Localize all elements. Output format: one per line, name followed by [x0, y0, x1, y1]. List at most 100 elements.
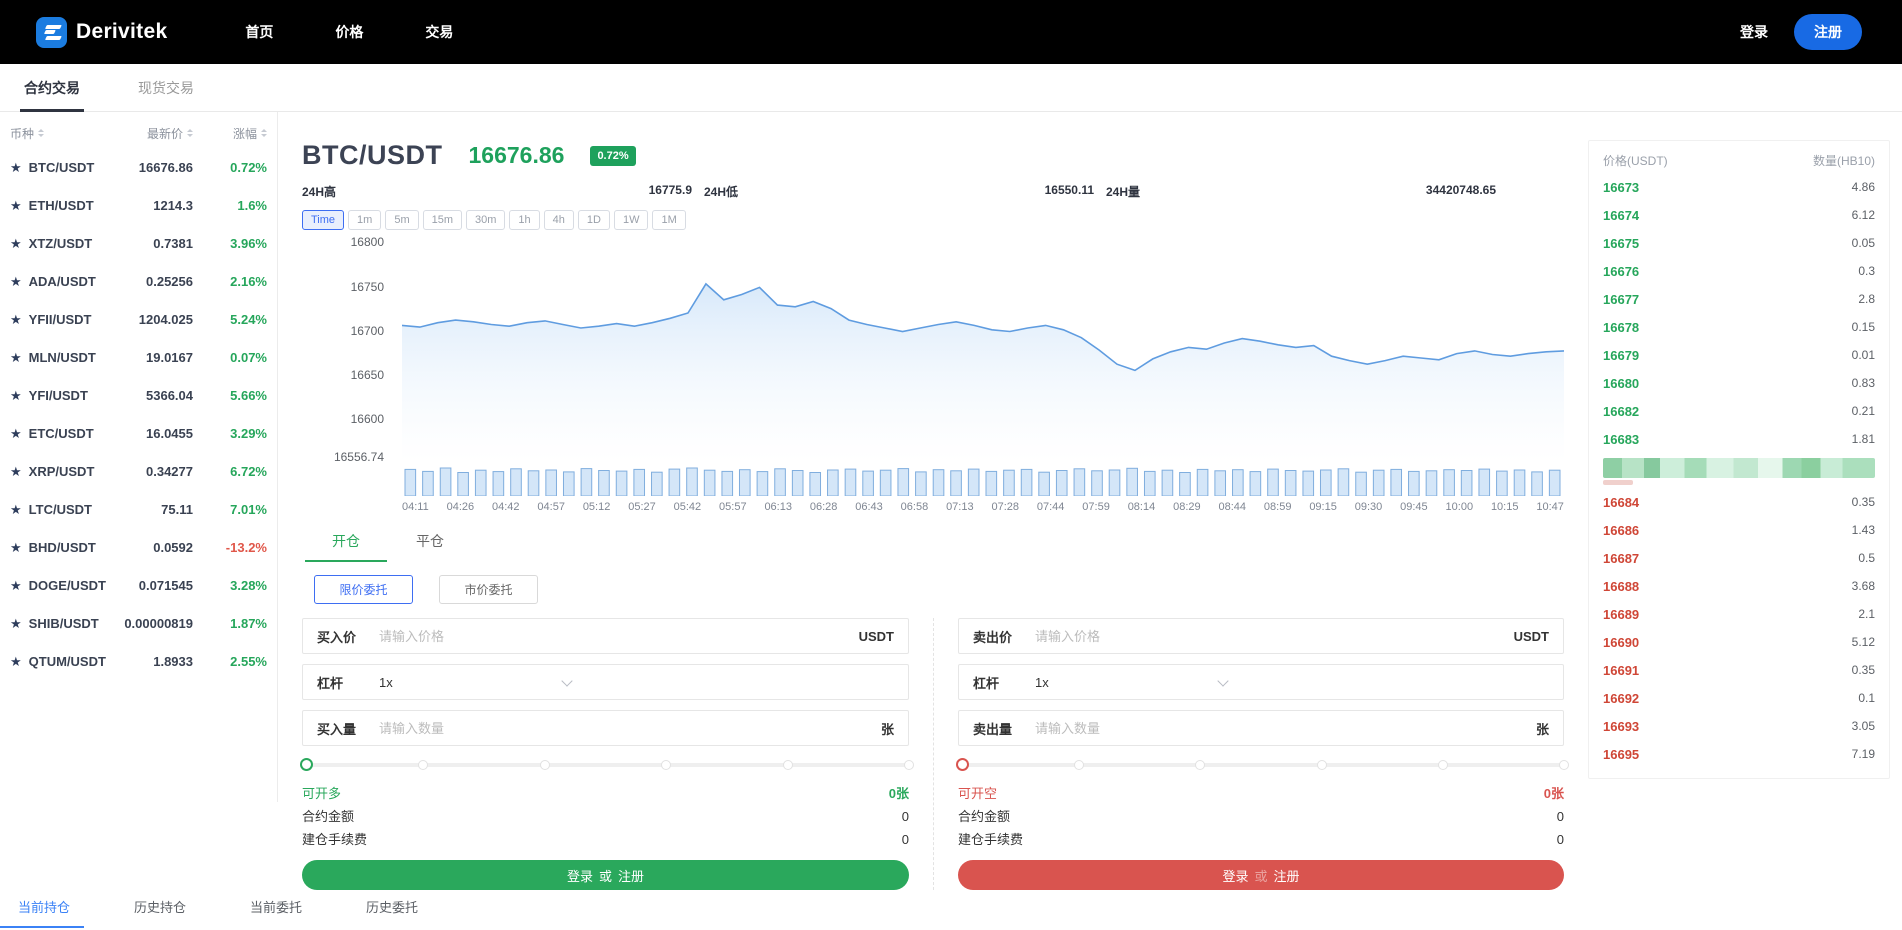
order-book-row[interactable]: 16687 0.5 [1603, 544, 1875, 572]
coin-list-item[interactable]: ★ ETC/USDT 16.0455 3.29% [0, 414, 277, 452]
buy-price-input[interactable] [303, 628, 727, 644]
coin-list-item[interactable]: ★ YFI/USDT 5366.04 5.66% [0, 376, 277, 414]
tab-open-position[interactable]: 开仓 [305, 531, 387, 562]
interval-button-1m[interactable]: 1M [652, 210, 686, 230]
price-column-header[interactable]: 最新价 [112, 125, 193, 142]
interval-button-30m[interactable]: 30m [466, 210, 506, 230]
favorite-star-icon[interactable]: ★ [10, 615, 22, 631]
favorite-star-icon[interactable]: ★ [10, 197, 22, 213]
sort-icon[interactable] [38, 126, 45, 140]
brand-logo[interactable]: Derivitek [36, 16, 167, 48]
sort-icon[interactable] [187, 126, 193, 140]
favorite-star-icon[interactable]: ★ [10, 235, 22, 251]
sell-amount-slider[interactable] [956, 758, 1569, 772]
order-book-row[interactable]: 16682 0.21 [1603, 397, 1875, 425]
positions-tab[interactable]: 历史持仓 [134, 899, 187, 915]
order-book-row[interactable]: 16693 3.05 [1603, 712, 1875, 740]
order-book-row[interactable]: 16689 2.1 [1603, 600, 1875, 628]
market-order-button[interactable]: 市价委托 [439, 575, 538, 604]
order-book-row[interactable]: 16676 0.3 [1603, 257, 1875, 285]
price-plot[interactable] [402, 238, 1564, 463]
interval-button-time[interactable]: Time [302, 210, 345, 230]
interval-button-1d[interactable]: 1D [577, 210, 610, 230]
favorite-star-icon[interactable]: ★ [10, 349, 22, 365]
coin-list-item[interactable]: ★ SHIB/USDT 0.00000819 1.87% [0, 604, 277, 642]
slider-dot[interactable] [1074, 760, 1085, 770]
order-book-row[interactable]: 16679 0.01 [1603, 341, 1875, 369]
order-book-row[interactable]: 16683 1.81 [1603, 425, 1875, 453]
nav-item[interactable]: 交易 [425, 24, 454, 40]
slider-dot[interactable] [782, 760, 793, 770]
favorite-star-icon[interactable]: ★ [10, 577, 22, 593]
buy-leverage-field[interactable]: 杠杆 1x [302, 664, 909, 700]
slider-dot[interactable] [661, 760, 672, 770]
interval-button-4h[interactable]: 4h [543, 210, 574, 230]
favorite-star-icon[interactable]: ★ [10, 311, 22, 327]
buy-login-register-button[interactable]: 登录 或 注册 [302, 860, 909, 890]
pair-column-header[interactable]: 币种 [10, 125, 112, 142]
interval-button-1h[interactable]: 1h [509, 210, 540, 230]
order-book-row[interactable]: 16680 0.83 [1603, 369, 1875, 397]
slider-handle[interactable] [956, 758, 969, 771]
favorite-star-icon[interactable]: ★ [10, 653, 22, 669]
coin-list-item[interactable]: ★ BTC/USDT 16676.86 0.72% [0, 148, 277, 186]
positions-tab[interactable]: 历史委托 [366, 899, 419, 915]
slider-dot[interactable] [539, 760, 550, 770]
tab-spot-trading[interactable]: 现货交易 [138, 79, 194, 96]
favorite-star-icon[interactable]: ★ [10, 273, 22, 289]
favorite-star-icon[interactable]: ★ [10, 539, 22, 555]
nav-item[interactable]: 首页 [245, 24, 274, 40]
interval-button-1m[interactable]: 1m [348, 210, 382, 230]
positions-tab[interactable]: 当前持仓 [0, 897, 85, 928]
order-book-row[interactable]: 16692 0.1 [1603, 684, 1875, 712]
positions-tab[interactable]: 当前委托 [250, 899, 303, 915]
order-book-row[interactable]: 16674 6.12 [1603, 201, 1875, 229]
slider-track[interactable] [958, 763, 1564, 767]
interval-button-1w[interactable]: 1W [613, 210, 649, 230]
slider-dot[interactable] [418, 760, 429, 770]
sell-amount-input[interactable] [959, 720, 1382, 736]
coin-list-item[interactable]: ★ MLN/USDT 19.0167 0.07% [0, 338, 277, 376]
slider-dot[interactable] [1195, 760, 1206, 770]
buy-amount-input[interactable] [303, 720, 727, 736]
sell-login-register-button[interactable]: 登录 或 注册 [958, 860, 1564, 890]
order-book-row[interactable]: 16684 0.35 [1603, 488, 1875, 516]
tab-contract-trading[interactable]: 合约交易 [18, 64, 86, 112]
order-book-row[interactable]: 16690 5.12 [1603, 628, 1875, 656]
favorite-star-icon[interactable]: ★ [10, 387, 22, 403]
tab-close-position[interactable]: 平仓 [416, 533, 444, 549]
login-link[interactable]: 登录 [1740, 24, 1768, 40]
coin-list-item[interactable]: ★ ETH/USDT 1214.3 1.6% [0, 186, 277, 224]
slider-track[interactable] [302, 763, 909, 767]
sort-icon[interactable] [261, 126, 267, 140]
slider-dot[interactable] [1437, 760, 1448, 770]
coin-list-item[interactable]: ★ YFII/USDT 1204.025 5.24% [0, 300, 277, 338]
nav-item[interactable]: 价格 [335, 24, 364, 40]
coin-list-item[interactable]: ★ DOGE/USDT 0.071545 3.28% [0, 566, 277, 604]
order-book-row[interactable]: 16688 3.68 [1603, 572, 1875, 600]
coin-list-item[interactable]: ★ QTUM/USDT 1.8933 2.55% [0, 642, 277, 680]
sell-price-input[interactable] [959, 628, 1382, 644]
coin-list-item[interactable]: ★ XRP/USDT 0.34277 6.72% [0, 452, 277, 490]
coin-list-item[interactable]: ★ XTZ/USDT 0.7381 3.96% [0, 224, 277, 262]
slider-dot[interactable] [1559, 760, 1569, 770]
interval-button-15m[interactable]: 15m [422, 210, 463, 230]
order-book-row[interactable]: 16678 0.15 [1603, 313, 1875, 341]
interval-button-5m[interactable]: 5m [385, 210, 419, 230]
slider-dot[interactable] [904, 760, 914, 770]
change-column-header[interactable]: 涨幅 [193, 125, 267, 142]
price-chart[interactable]: 16800 16750 16700 16650 16600 16556.74 [302, 235, 1564, 464]
order-book-row[interactable]: 16691 0.35 [1603, 656, 1875, 684]
slider-dot[interactable] [1316, 760, 1327, 770]
coin-list-item[interactable]: ★ ADA/USDT 0.25256 2.16% [0, 262, 277, 300]
coin-list-item[interactable]: ★ LTC/USDT 75.11 7.01% [0, 490, 277, 528]
order-book-row[interactable]: 16686 1.43 [1603, 516, 1875, 544]
favorite-star-icon[interactable]: ★ [10, 463, 22, 479]
order-book-row[interactable]: 16695 7.19 [1603, 740, 1875, 768]
slider-handle[interactable] [300, 758, 313, 771]
sell-leverage-field[interactable]: 杠杆 1x [958, 664, 1564, 700]
register-button[interactable]: 注册 [1794, 14, 1862, 50]
favorite-star-icon[interactable]: ★ [10, 425, 22, 441]
buy-amount-slider[interactable] [300, 758, 914, 772]
order-book-row[interactable]: 16675 0.05 [1603, 229, 1875, 257]
